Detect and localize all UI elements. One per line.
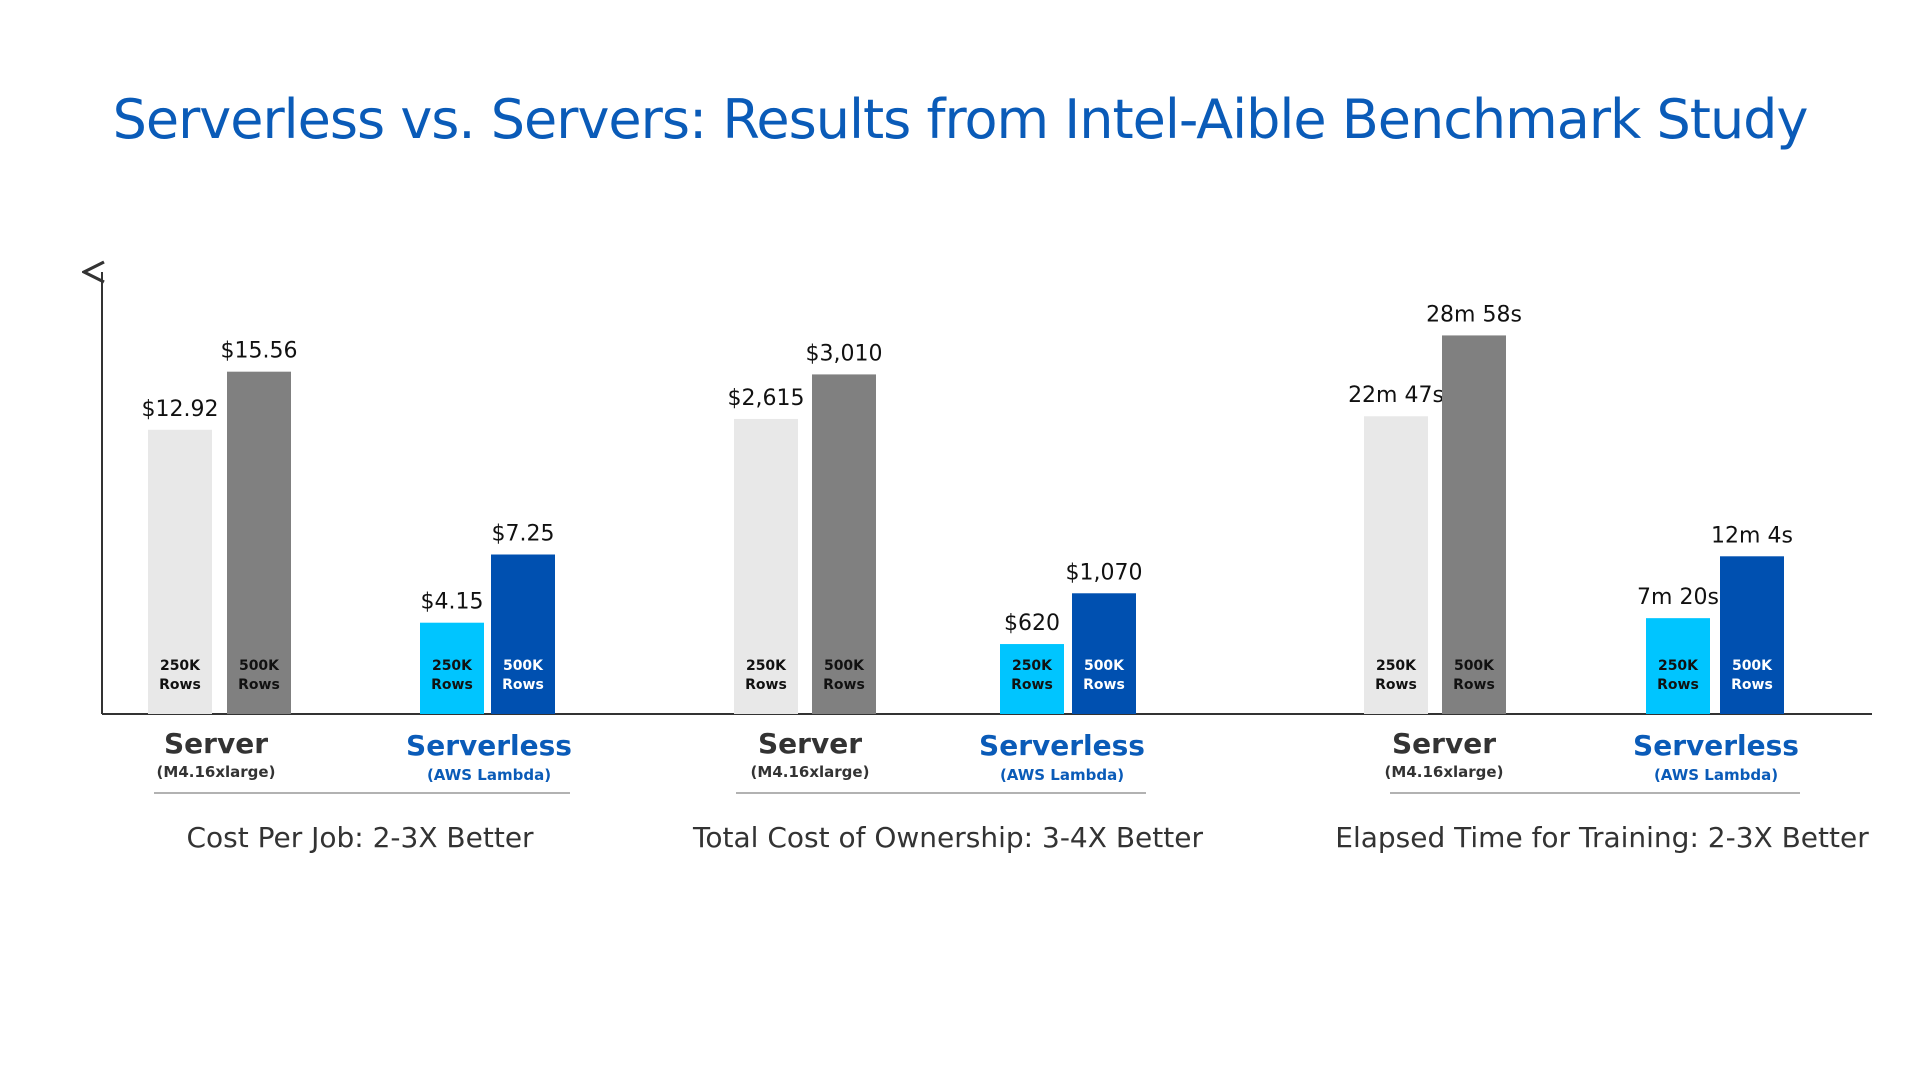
bar-inner-label-rows-serverless-250k-1: Rows	[431, 677, 473, 693]
category-sublabel-serverless-1: (AWS Lambda)	[427, 766, 551, 784]
bar-inner-label-server-250k-2: 250K	[746, 658, 787, 674]
category-sublabel-server-1: (M4.16xlarge)	[157, 763, 276, 781]
bar-inner-label-rows-server-500k-1: Rows	[238, 677, 280, 693]
category-label-server-1: Server	[164, 727, 268, 760]
bar-inner-label-serverless-500k-1: 500K	[503, 658, 544, 674]
category-label-server-3: Server	[1392, 727, 1496, 760]
slide-title: Serverless vs. Servers: Results from Int…	[112, 88, 1809, 151]
category-sublabel-serverless-3: (AWS Lambda)	[1654, 766, 1778, 784]
data-label-serverless-500k-1: $7.25	[492, 522, 555, 547]
data-label-serverless-500k-3: 12m 4s	[1711, 523, 1793, 548]
bar-inner-label-rows-server-500k-3: Rows	[1453, 677, 1495, 693]
data-label-serverless-250k-2: $620	[1004, 611, 1060, 636]
data-label-server-500k-1: $15.56	[221, 339, 298, 364]
bar-serverless-250k-2	[1000, 644, 1064, 714]
bar-inner-label-serverless-250k-2: 250K	[1012, 658, 1053, 674]
bar-inner-label-rows-serverless-500k-1: Rows	[502, 677, 544, 693]
bar-inner-label-server-500k-3: 500K	[1454, 658, 1495, 674]
bar-serverless-500k-1	[491, 554, 555, 714]
bar-inner-label-serverless-500k-3: 500K	[1732, 658, 1773, 674]
category-label-serverless-2: Serverless	[979, 729, 1145, 762]
chart-caption-3: Elapsed Time for Training: 2-3X Better	[1335, 821, 1869, 854]
bar-inner-label-rows-server-500k-2: Rows	[823, 677, 865, 693]
bar-inner-label-rows-server-250k-1: Rows	[159, 677, 201, 693]
category-sublabel-server-3: (M4.16xlarge)	[1385, 763, 1504, 781]
data-label-serverless-250k-3: 7m 20s	[1637, 585, 1719, 610]
data-label-server-250k-3: 22m 47s	[1348, 383, 1444, 408]
data-label-server-250k-2: $2,615	[728, 386, 805, 411]
bar-inner-label-server-500k-1: 500K	[239, 658, 280, 674]
bar-inner-label-rows-serverless-250k-3: Rows	[1657, 677, 1699, 693]
bar-server-500k-2	[812, 374, 876, 714]
bar-server-250k-2	[734, 418, 798, 714]
bar-inner-label-serverless-250k-1: 250K	[432, 658, 473, 674]
data-label-server-250k-1: $12.92	[142, 397, 219, 422]
data-label-serverless-250k-1: $4.15	[421, 590, 484, 615]
bar-inner-label-rows-serverless-500k-2: Rows	[1083, 677, 1125, 693]
bar-serverless-250k-3	[1646, 618, 1710, 714]
bar-serverless-250k-1	[420, 622, 484, 714]
bar-server-250k-1	[148, 429, 212, 714]
chart-caption-2: Total Cost of Ownership: 3-4X Better	[692, 821, 1203, 854]
chart-caption-1: Cost Per Job: 2-3X Better	[186, 821, 534, 854]
bar-server-250k-3	[1364, 416, 1428, 714]
data-label-server-500k-2: $3,010	[806, 341, 883, 366]
bar-inner-label-rows-server-250k-3: Rows	[1375, 677, 1417, 693]
bar-inner-label-server-500k-2: 500K	[824, 658, 865, 674]
data-label-serverless-500k-2: $1,070	[1066, 560, 1143, 585]
bar-inner-label-serverless-500k-2: 500K	[1084, 658, 1125, 674]
bar-serverless-500k-2	[1072, 593, 1136, 714]
category-label-server-2: Server	[758, 727, 862, 760]
bar-inner-label-serverless-250k-3: 250K	[1658, 658, 1699, 674]
bar-inner-label-rows-serverless-500k-3: Rows	[1731, 677, 1773, 693]
category-label-serverless-3: Serverless	[1633, 729, 1799, 762]
data-label-server-500k-3: 28m 58s	[1426, 302, 1522, 327]
bar-serverless-500k-3	[1720, 556, 1784, 714]
category-label-serverless-1: Serverless	[406, 729, 572, 762]
bar-server-500k-3	[1442, 335, 1506, 714]
bar-inner-label-server-250k-3: 250K	[1376, 658, 1417, 674]
category-sublabel-server-2: (M4.16xlarge)	[751, 763, 870, 781]
bar-inner-label-server-250k-1: 250K	[160, 658, 201, 674]
category-sublabel-serverless-2: (AWS Lambda)	[1000, 766, 1124, 784]
bar-server-500k-1	[227, 371, 291, 714]
bar-inner-label-rows-serverless-250k-2: Rows	[1011, 677, 1053, 693]
bar-inner-label-rows-server-250k-2: Rows	[745, 677, 787, 693]
